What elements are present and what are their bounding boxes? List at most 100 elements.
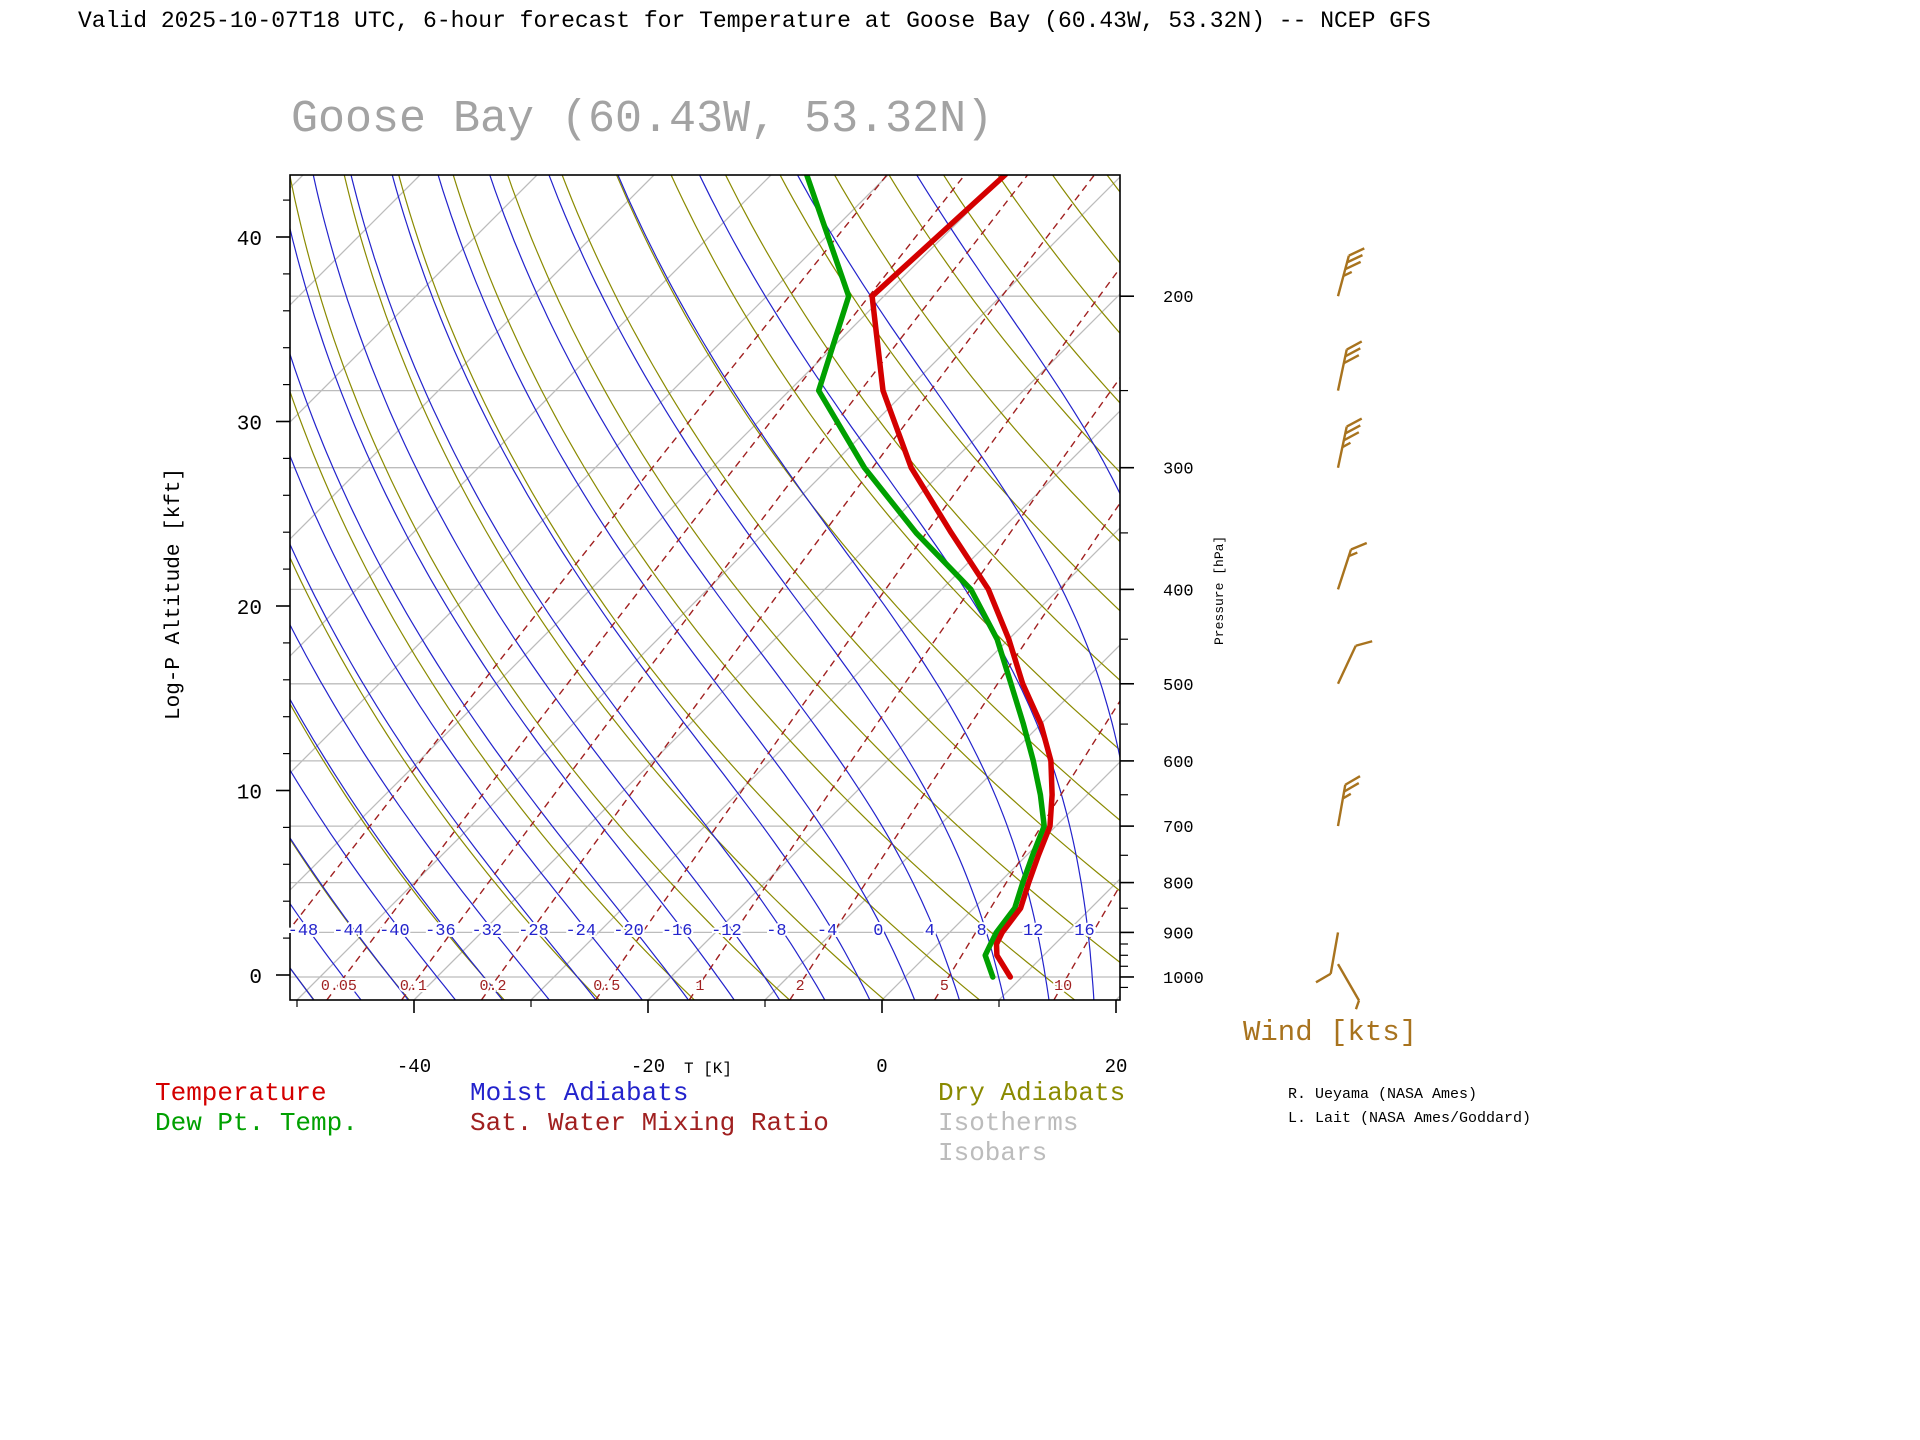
dry-adiabat-line xyxy=(725,175,1120,682)
moist-adiabat-label: 0 xyxy=(873,922,883,941)
moist-adiabat-line xyxy=(312,175,781,1000)
dewpoint-curve xyxy=(803,175,1047,980)
moist-adiabat-line xyxy=(290,698,504,1000)
dry-adiabat-line xyxy=(290,838,410,1000)
mixing-ratio-line xyxy=(1182,175,1665,1000)
altitude-tick-label: 10 xyxy=(237,783,262,806)
altitude-tick-label: 0 xyxy=(249,967,262,990)
moist-adiabat-line xyxy=(290,768,457,1000)
legend-isobars: Isobars xyxy=(938,1138,1048,1168)
dry-adiabat-line xyxy=(943,175,1120,404)
dry-adiabat-line xyxy=(779,175,1120,612)
dry-adiabat-line xyxy=(670,175,1120,751)
mixing-ratio-label: 0.05 xyxy=(321,978,357,995)
moist-adiabat-line xyxy=(0,165,173,1003)
moist-adiabat-line xyxy=(290,542,597,1000)
pressure-tick-label: 500 xyxy=(1163,677,1194,696)
moist-adiabat-label: -4 xyxy=(817,922,837,941)
mixing-ratio-line xyxy=(290,175,888,930)
dry-adiabat-line xyxy=(997,175,1120,335)
isotherm-line xyxy=(881,761,1120,1000)
pressure-tick-label: 1000 xyxy=(1163,970,1204,989)
legend-moist-adiabats: Moist Adiabats xyxy=(470,1078,689,1108)
moist-adiabat-label: 8 xyxy=(976,922,986,941)
isotherm-line xyxy=(290,175,421,306)
moist-adiabat-label: 4 xyxy=(925,922,935,941)
moist-adiabat-line xyxy=(489,175,960,1000)
dry-adiabat-line xyxy=(290,389,695,1000)
dry-adiabat-line xyxy=(343,175,885,1000)
isotherm-line xyxy=(290,175,772,657)
mixing-ratio-line xyxy=(789,501,1120,1000)
mixing-ratio-line xyxy=(1053,884,1120,1000)
temp-tick-label: -20 xyxy=(631,1056,665,1078)
moist-adiabat-line xyxy=(0,165,268,1003)
chart-title: Goose Bay (60.43W, 53.32N) xyxy=(291,94,994,145)
moist-adiabat-line xyxy=(437,175,916,1000)
pressure-tick-label: 600 xyxy=(1163,754,1194,773)
dry-adiabat-line xyxy=(1106,175,1120,194)
moist-adiabat-line xyxy=(796,175,1120,761)
wind-barb xyxy=(1336,247,1365,297)
moist-adiabat-label: -28 xyxy=(518,922,549,941)
legend-isotherms: Isotherms xyxy=(938,1108,1079,1138)
temp-tick-label: 20 xyxy=(1105,1056,1128,1078)
moist-adiabat-line xyxy=(391,175,871,1000)
legend-mixing-ratio: Sat. Water Mixing Ratio xyxy=(470,1108,829,1138)
dry-adiabat-line xyxy=(290,556,600,1000)
mixing-ratio-label: 2 xyxy=(796,978,805,995)
altitude-axis-title: Log-P Altitude [kft] xyxy=(163,467,186,721)
temperature-curve xyxy=(869,175,1055,980)
mixing-ratio-line xyxy=(595,267,1120,1000)
credit-line-1: R. Ueyama (NASA Ames) xyxy=(1288,1086,1478,1103)
moist-adiabat-line xyxy=(290,352,690,1000)
moist-adiabat-line xyxy=(0,165,221,1003)
moist-adiabat-label: -20 xyxy=(613,922,644,941)
moist-adiabat-label: -16 xyxy=(662,922,693,941)
wind-barb xyxy=(1336,640,1373,685)
plot-border xyxy=(289,174,1121,1001)
moist-adiabat-line xyxy=(617,175,1050,1000)
wind-units-label: Wind [kts] xyxy=(1243,1016,1418,1049)
pressure-tick-label: 800 xyxy=(1163,876,1194,895)
altitude-tick-label: 20 xyxy=(237,598,262,621)
moist-adiabat-line xyxy=(350,175,826,1000)
temp-tick-label: -40 xyxy=(397,1056,431,1078)
dry-adiabat-line xyxy=(290,702,505,1000)
pressure-axis-title: Pressure [hPa] xyxy=(1212,535,1227,645)
moist-adiabat-label: -48 xyxy=(288,922,319,941)
dry-adiabat-line xyxy=(888,175,1120,474)
isotherm-line xyxy=(530,410,1120,1000)
moist-adiabat-label: -12 xyxy=(711,922,742,941)
forecast-header: Valid 2025-10-07T18 UTC, 6-hour forecast… xyxy=(78,8,1431,34)
moist-adiabat-line xyxy=(290,226,735,1000)
legend-dewpoint: Dew Pt. Temp. xyxy=(155,1108,358,1138)
pressure-tick-label: 900 xyxy=(1163,925,1194,944)
wind-barb xyxy=(1336,340,1363,391)
wind-barb xyxy=(1336,541,1368,590)
moist-adiabat-label: -24 xyxy=(565,922,596,941)
moist-adiabat-label: -40 xyxy=(379,922,410,941)
moist-adiabat-label: 12 xyxy=(1023,922,1043,941)
pressure-tick-label: 700 xyxy=(1163,819,1194,838)
moist-adiabat-label: -8 xyxy=(766,922,786,941)
altitude-tick-label: 40 xyxy=(237,229,262,252)
mixing-ratio-label: 1 xyxy=(695,978,704,995)
moist-adiabat-line xyxy=(548,175,1005,1000)
mixing-ratio-label: 10 xyxy=(1054,978,1072,995)
pressure-tick-label: 300 xyxy=(1163,461,1194,480)
legend-temperature: Temperature xyxy=(155,1078,327,1108)
mixing-ratio-label: 0.2 xyxy=(479,978,506,995)
pressure-tick-label: 400 xyxy=(1163,582,1194,601)
wind-barb xyxy=(1336,963,1361,1010)
mixing-ratio-label: 0.5 xyxy=(593,978,620,995)
wind-barb xyxy=(1336,417,1363,468)
altitude-tick-label: 30 xyxy=(237,414,262,437)
mixing-ratio-line xyxy=(401,175,1028,1000)
moist-adiabat-label: -36 xyxy=(425,922,456,941)
plot-field xyxy=(0,165,1665,1003)
isotherm-line xyxy=(413,293,1120,1000)
isotherm-line xyxy=(290,175,889,774)
dry-adiabat-line xyxy=(507,175,1120,964)
